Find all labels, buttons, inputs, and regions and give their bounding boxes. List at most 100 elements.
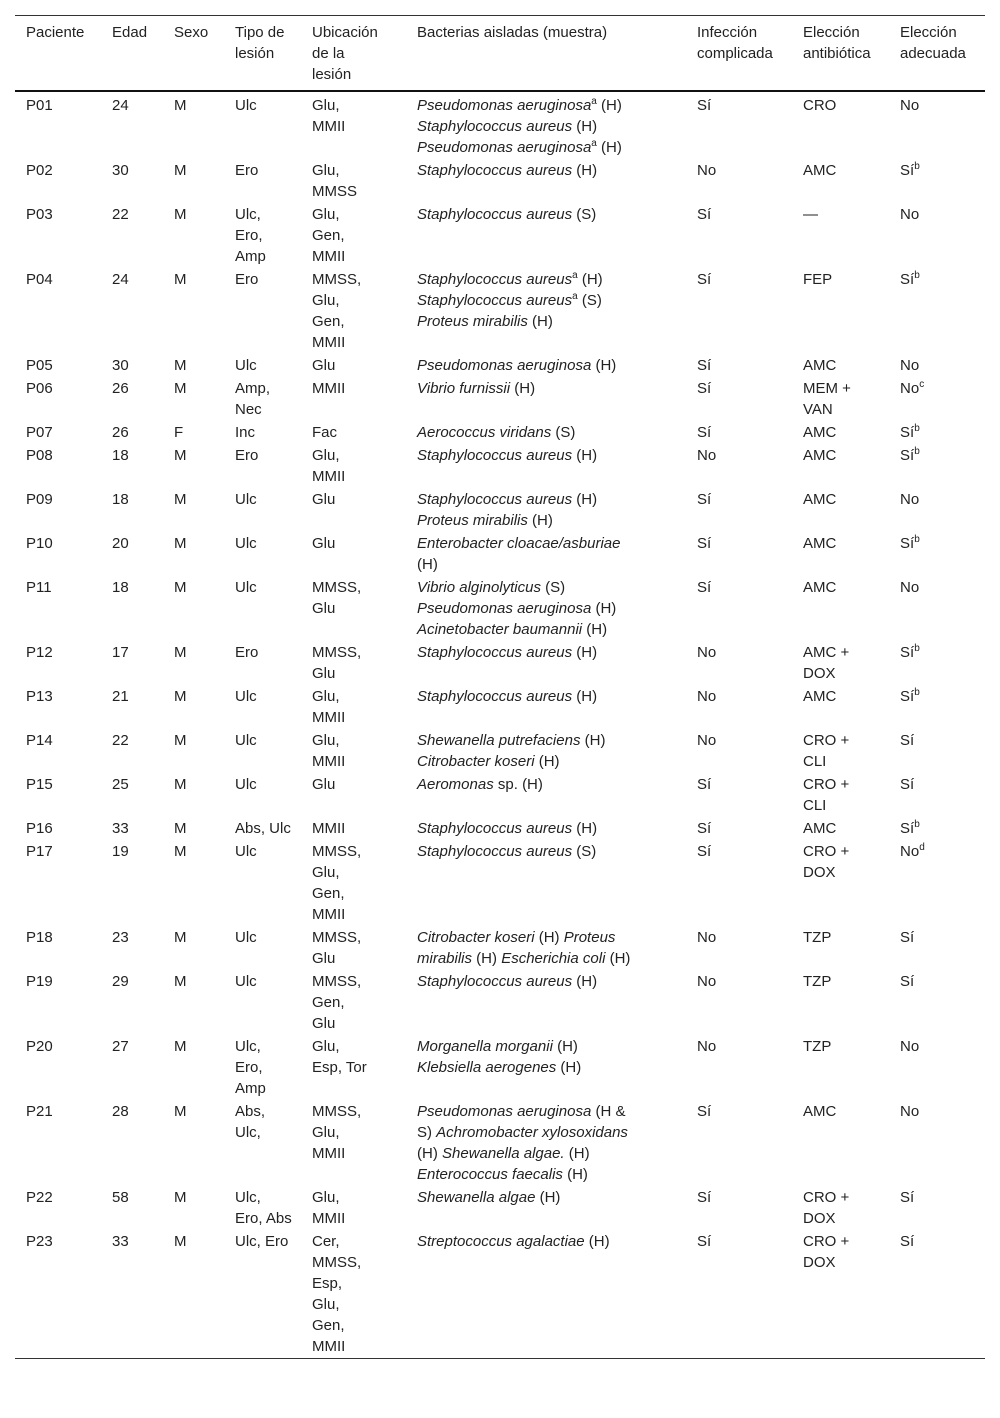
cell-bacteria: Streptococcus agalactiae (H) [417,1230,697,1359]
footnote-marker: b [914,270,920,281]
cell-antibiotic-choice: AMC [803,491,837,508]
cell-adequate-choice: No [900,354,985,377]
cell-lesion-type: Ulc [235,535,257,552]
cell-lesion-location: Glu, Esp, Tor [312,1038,367,1076]
bacteria-text: Pseudomonas aeruginosa [417,357,592,374]
cell-complicated-infection: Sí [697,97,712,114]
cell-lesion-type: Ulc [235,579,257,596]
cell-bacteria: Aeromonas sp. (H) [417,773,697,817]
cell-patient: P06 [26,380,53,397]
cell-bacteria: Staphylococcus aureus (H) [417,817,697,840]
cell-bacteria: Vibrio alginolyticus (S) Pseudomonas aeru… [417,576,697,641]
cell-sex: M [174,1189,187,1206]
bacteria-entry: Staphylococcus aureus (S) [417,841,642,862]
adequate-value: No [900,1038,920,1055]
cell-adequate-choice: No [900,1100,985,1186]
bacteria-text: (H) [605,950,631,967]
cell-age: 22 [112,732,129,749]
header-antibiotic-choice: Elección antibiótica [803,24,871,62]
cell-complicated-infection: Sí [697,424,712,441]
bacteria-text: Staphylococcus aureus [417,447,573,464]
bacteria-text: (H) [417,1145,442,1162]
cell-lesion-type: Ero [235,644,259,661]
bacteria-entry: Pseudomonas aeruginosa (H) [417,355,642,376]
cell-bacteria: Vibrio furnissii (H) [417,377,697,421]
cell-sex: M [174,491,187,508]
cell-lesion-type: Abs, Ulc [235,820,291,837]
adequate-value: Sí [900,271,915,288]
adequate-value: No [900,380,920,397]
adequate-value: Sí [900,929,915,946]
cell-sex: M [174,162,187,179]
bacteria-entry: Klebsiella aerogenes (H) [417,1057,642,1078]
bacteria-text: (H) [552,1038,578,1055]
footnote-marker: a [591,138,597,149]
table-row: P10 20 M Ulc Glu Enterobacter cloacae/asburia… [15,532,985,576]
cell-lesion-type: Ulc, Ero [235,1233,289,1250]
footnote-marker: a [591,96,597,107]
bacteria-text: Staphylococcus aureus [417,206,573,223]
cell-sex: M [174,820,187,837]
cell-sex: M [174,447,187,464]
cell-complicated-infection: Sí [697,380,712,397]
cell-patient: P04 [26,271,53,288]
cell-antibiotic-choice: TZP [803,1038,832,1055]
cell-antibiotic-choice: AMC [803,357,837,374]
cell-sex: M [174,206,187,223]
cell-patient: P03 [26,206,53,223]
bacteria-text: Staphylococcus aureus [417,973,573,990]
cell-patient: P13 [26,688,53,705]
cell-age: 58 [112,1189,129,1206]
bacteria-text: Acinetobacter baumannii [417,621,583,638]
cell-patient: P19 [26,973,53,990]
cell-adequate-choice: Síb [900,641,985,685]
cell-adequate-choice: Sí [900,970,985,1035]
bacteria-text: (H) [534,753,560,770]
cell-age: 24 [112,271,129,288]
cell-antibiotic-choice: CRO [803,97,837,114]
cell-sex: M [174,973,187,990]
cell-age: 26 [112,380,129,397]
adequate-value: Sí [900,644,915,661]
bacteria-text: (H) [417,556,438,573]
cell-lesion-location: MMSS, Glu, MMII [312,1103,362,1162]
cell-lesion-type: Ero [235,271,259,288]
bacteria-entry: Aeromonas sp. (H) [417,774,642,795]
cell-patient: P10 [26,535,53,552]
bacteria-entry: Staphylococcus aureus (H) [417,642,642,663]
adequate-value: Sí [900,1233,915,1250]
table-row: P22 58 M Ulc, Ero, Abs Glu, MMII Shewanella a… [15,1186,985,1230]
cell-antibiotic-choice: CRO + CLI [803,732,850,770]
bacteria-text: Staphylococcus aureus [417,820,573,837]
cell-antibiotic-choice: TZP [803,973,832,990]
adequate-value: Sí [900,1189,915,1206]
cell-antibiotic-choice: AMC [803,424,837,441]
cell-sex: M [174,843,187,860]
bacteria-text: Citrobacter koseri [417,753,535,770]
cell-lesion-type: Ulc [235,97,257,114]
bacteria-text: (H & S) [417,1103,626,1141]
cell-bacteria: Staphylococcus aureus (S) [417,840,697,926]
cell-complicated-infection: Sí [697,206,712,223]
bacteria-text: (S) [540,579,566,596]
cell-bacteria: Pseudomonas aeruginosaa (H) Staphylococcu… [417,91,697,159]
adequate-value: No [900,1103,920,1120]
bacteria-text: Enterobacter cloacae/asburiae [417,535,621,552]
cell-lesion-type: Abs, Ulc, [235,1103,266,1141]
cell-bacteria: Morganella morganii (H) Klebsiella aeroge… [417,1035,697,1100]
cell-patient: P11 [26,579,52,596]
bacteria-text: Staphylococcus aureus [417,644,573,661]
cell-patient: P07 [26,424,53,441]
adequate-value: No [900,843,920,860]
cell-sex: M [174,97,187,114]
cell-bacteria: Staphylococcus aureus (H) [417,159,697,203]
cell-age: 18 [112,447,129,464]
patients-table: Paciente Edad Sexo Tipo de lesión Ubicación … [15,15,985,1359]
cell-lesion-location: MMSS, Glu [312,929,362,967]
footnote-marker: b [914,161,920,172]
adequate-value: Sí [900,688,915,705]
cell-sex: M [174,732,187,749]
bacteria-text: Staphylococcus aureus [417,162,573,179]
table-row: P15 25 M Ulc Glu Aeromonas sp. (H) Sí CRO + CLI… [15,773,985,817]
bacteria-text: (H) [591,600,617,617]
